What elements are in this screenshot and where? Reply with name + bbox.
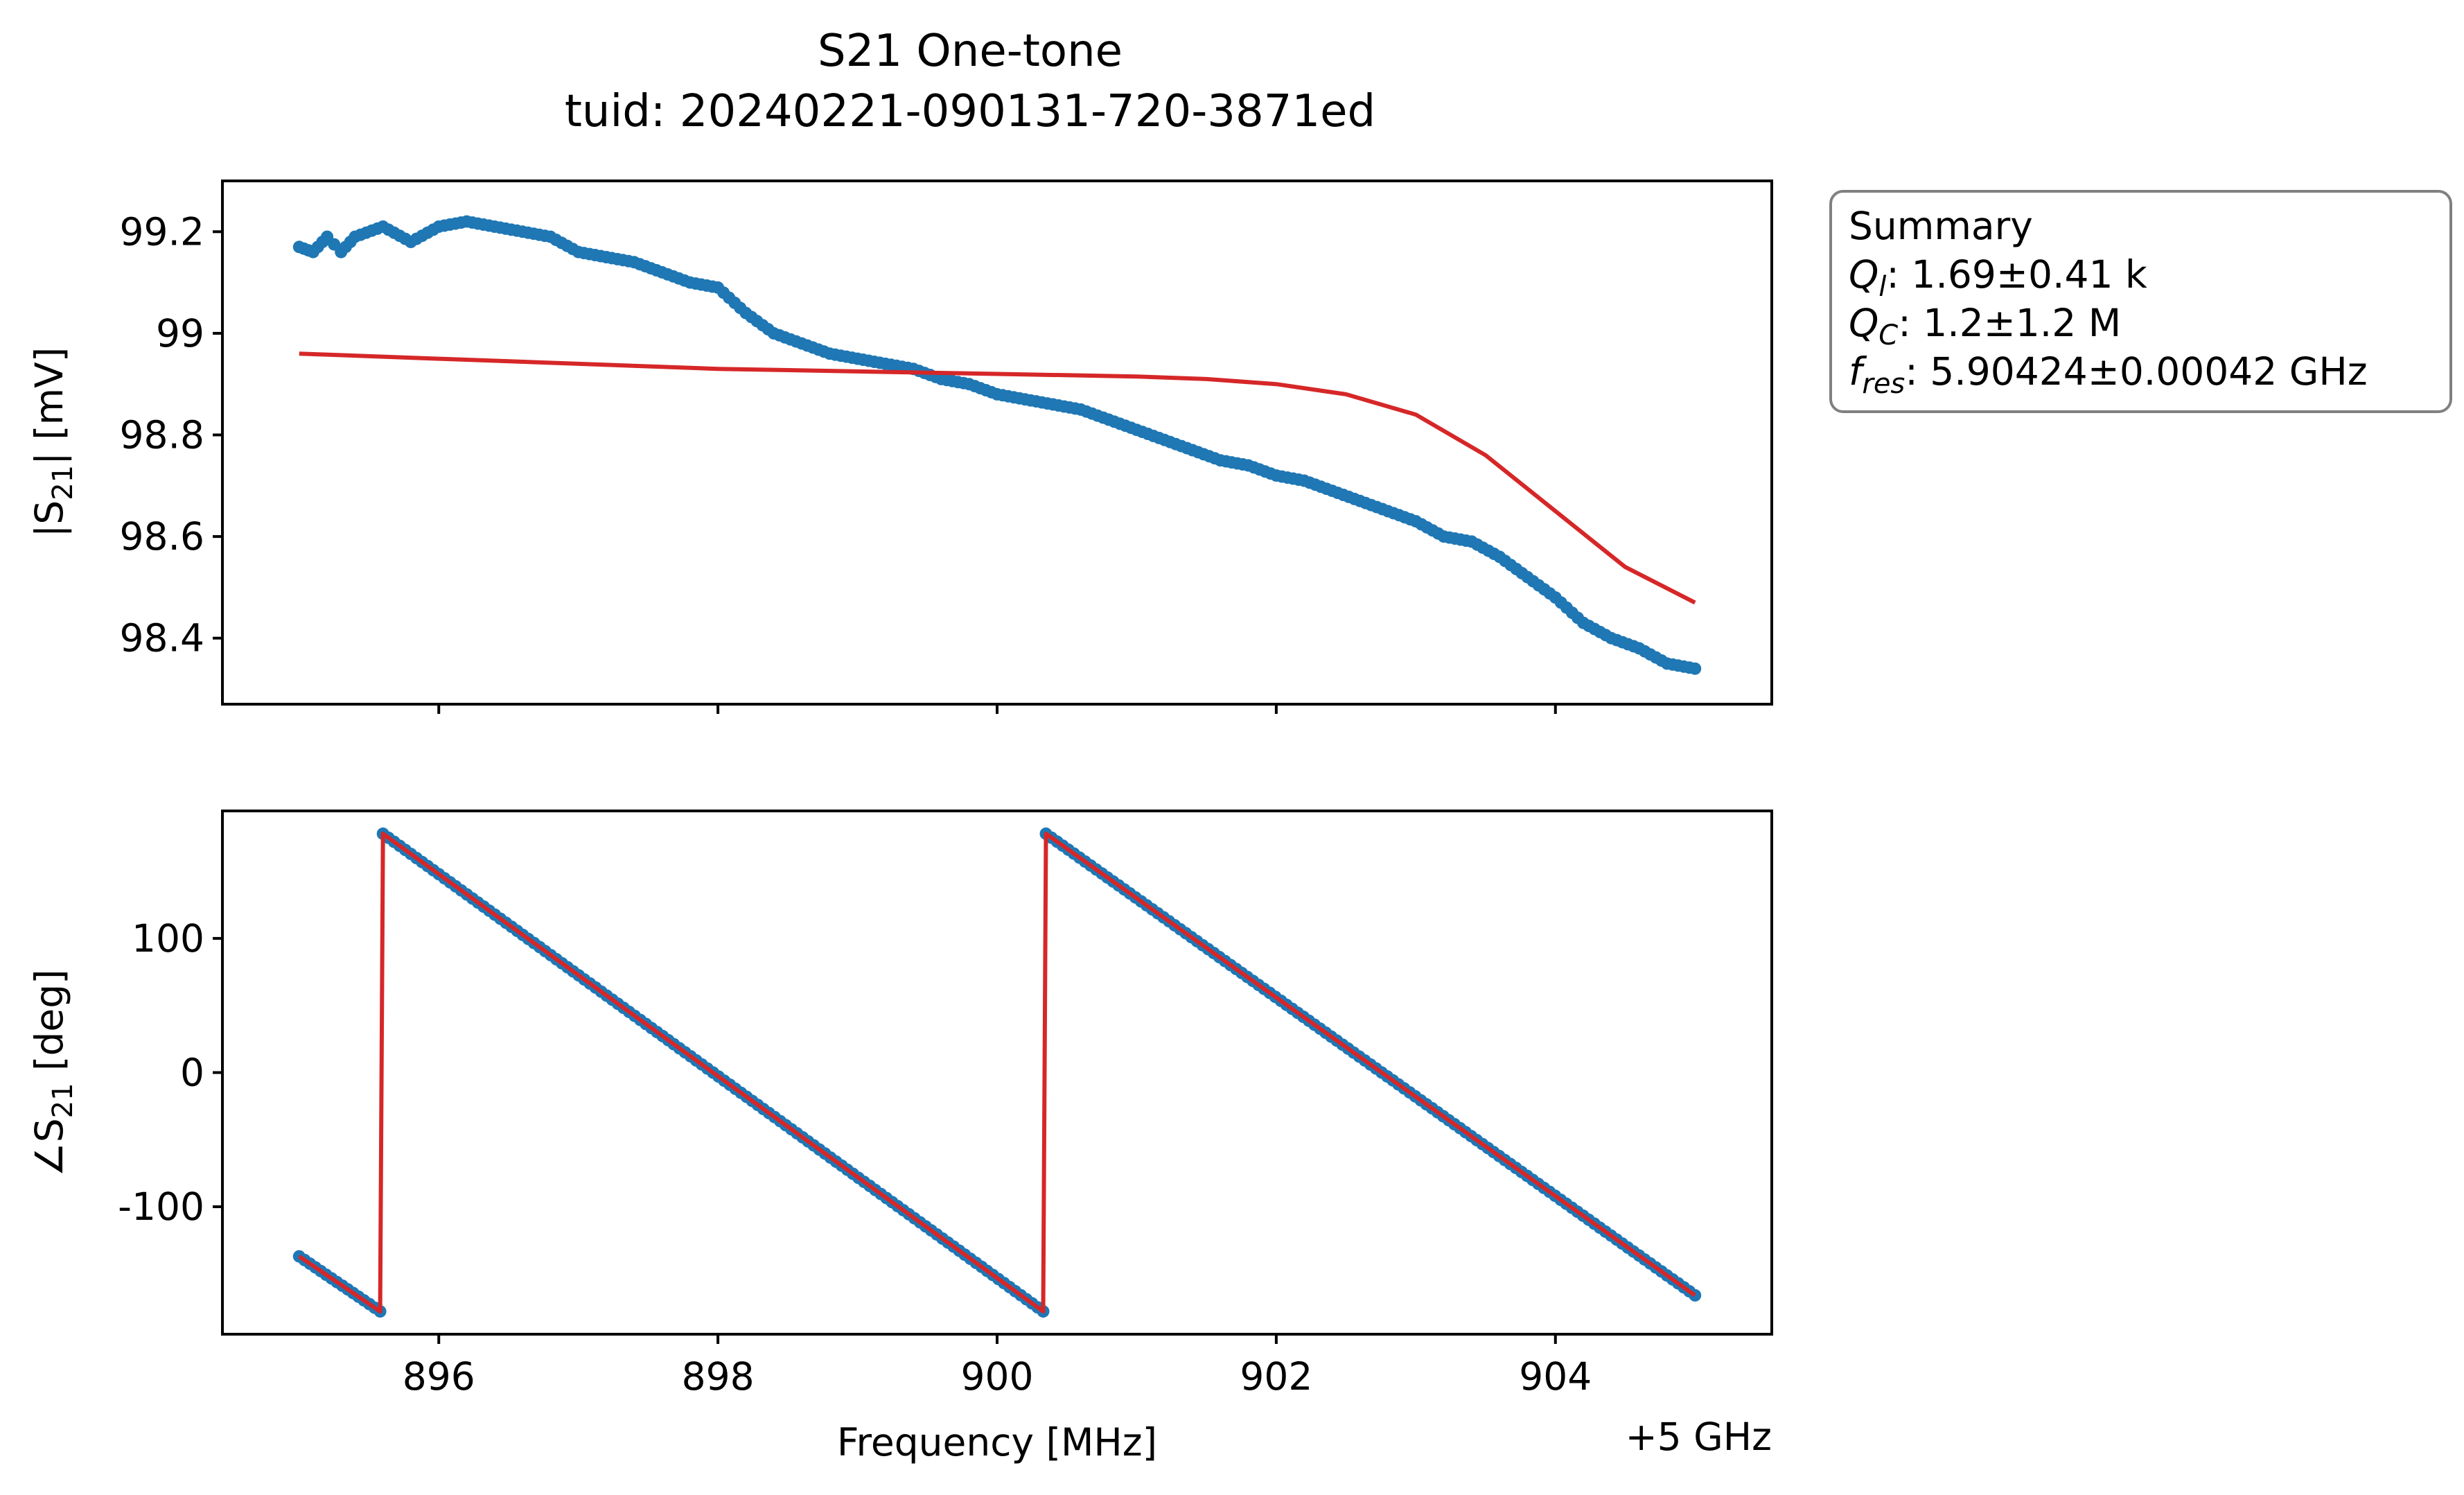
summary-heading: Summary — [1849, 204, 2033, 248]
summary-row-fres: fres: 5.90424±0.00042 GHz — [1849, 349, 2368, 400]
magnitude-series — [292, 215, 1702, 675]
chart-title-line-2: tuid: 20240221-090131-720-3871ed — [565, 86, 1375, 137]
phase-y-tick-label: 100 — [132, 916, 204, 961]
summary-row-qc: QC: 1.2±1.2 M — [1849, 301, 2121, 351]
magnitude-y-tick-label: 98.6 — [120, 514, 204, 559]
chart-title-line-1: S21 One-tone — [818, 26, 1123, 77]
magnitude-y-axis-label: |S21| [mV] — [27, 347, 79, 538]
magnitude-y-tick-label: 99.2 — [120, 209, 204, 254]
phase-y-ticks: -100 0 100 — [118, 916, 222, 1229]
phase-y-tick-label: 0 — [180, 1051, 204, 1095]
phase-x-tick-label: 896 — [403, 1354, 475, 1399]
magnitude-y-tick-label: 98.8 — [120, 413, 204, 457]
phase-panel: -100 0 100 896 898 900 902 904 ∠S21 [deg] Freq… — [27, 810, 1773, 1465]
phase-y-tick-label: -100 — [118, 1184, 204, 1229]
summary-box-frame — [1829, 190, 2452, 413]
phase-x-tick-label: 898 — [682, 1354, 755, 1399]
magnitude-y-tick-label: 99 — [156, 311, 204, 356]
summary-row-ql: Ql: 1.69±0.41 k — [1849, 252, 2147, 303]
summary-box: Summary Ql: 1.69±0.41 k QC: 1.2±1.2 M fr… — [1829, 190, 2452, 413]
magnitude-data-point — [1689, 662, 1702, 675]
phase-x-tick-label: 900 — [961, 1354, 1034, 1399]
phase-series — [292, 827, 1702, 1318]
phase-x-ticks: 896 898 900 902 904 — [403, 1334, 1592, 1399]
magnitude-y-tick-label: 98.4 — [120, 616, 204, 661]
magnitude-y-ticks: 98.4 98.6 98.8 99 99.2 — [120, 209, 222, 661]
x-axis-label: Frequency [MHz] — [837, 1420, 1157, 1465]
phase-x-tick-label: 904 — [1519, 1354, 1592, 1399]
phase-fit-line — [298, 831, 1696, 1314]
x-axis-offset-label: +5 GHz — [1626, 1415, 1772, 1459]
phase-y-axis-label: ∠S21 [deg] — [27, 969, 79, 1176]
magnitude-fit-line — [299, 351, 1696, 605]
magnitude-panel: 98.4 98.6 98.8 99 99.2 |S21| [mV] — [27, 180, 1773, 714]
magnitude-x-ticks — [437, 704, 1557, 714]
phase-x-tick-label: 902 — [1240, 1354, 1312, 1399]
